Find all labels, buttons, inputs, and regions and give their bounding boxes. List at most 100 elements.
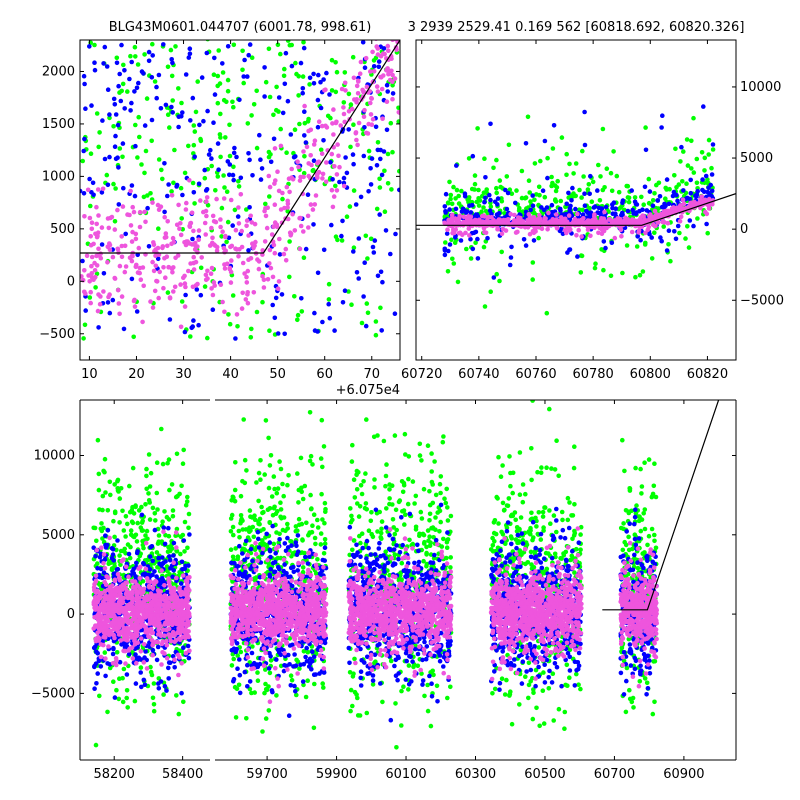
point-pink	[179, 598, 185, 603]
point-blue	[189, 325, 194, 331]
point-green	[302, 483, 308, 489]
point-pink	[315, 161, 320, 166]
point-blue	[507, 262, 513, 268]
point-blue	[98, 664, 104, 669]
point-blue	[351, 249, 356, 254]
point-green	[468, 256, 474, 261]
point-green	[652, 230, 657, 235]
point-green	[155, 507, 160, 512]
point-blue	[161, 525, 167, 530]
point-pink	[112, 276, 118, 281]
point-green	[174, 526, 180, 532]
point-blue	[531, 238, 537, 243]
point-green	[577, 187, 582, 193]
point-pink	[128, 188, 133, 194]
point-pink	[280, 190, 285, 196]
point-green	[148, 664, 153, 670]
point-pink	[164, 656, 170, 661]
point-green	[459, 188, 464, 194]
point-blue	[630, 207, 635, 213]
point-green	[128, 532, 134, 537]
point-pink	[445, 227, 450, 232]
point-green	[179, 299, 185, 304]
point-pink	[312, 138, 318, 143]
point-green	[146, 491, 151, 496]
point-blue	[595, 188, 600, 193]
point-green	[186, 511, 192, 517]
point-blue	[178, 581, 184, 586]
point-pink	[120, 631, 126, 636]
point-pink	[170, 602, 175, 607]
point-blue	[362, 65, 368, 70]
point-blue	[134, 309, 140, 314]
point-pink	[341, 105, 346, 110]
point-pink	[183, 207, 189, 212]
point-green	[634, 244, 640, 249]
point-green	[527, 190, 532, 195]
point-pink	[171, 289, 176, 294]
point-green	[683, 236, 688, 241]
point-green	[295, 317, 300, 323]
point-green	[111, 181, 116, 187]
point-pink	[127, 255, 133, 260]
point-blue	[523, 243, 529, 248]
point-blue	[92, 644, 98, 650]
point-pink	[357, 71, 363, 76]
point-blue	[136, 80, 141, 86]
point-green	[499, 198, 505, 204]
point-pink	[466, 226, 472, 231]
point-green	[193, 109, 199, 115]
point-pink	[211, 219, 217, 224]
point-pink	[374, 84, 380, 89]
point-green	[329, 88, 335, 93]
point-green	[136, 508, 142, 513]
point-green	[311, 512, 317, 517]
point-pink	[275, 286, 281, 292]
point-pink	[129, 258, 135, 264]
point-blue	[118, 98, 124, 104]
point-green	[218, 154, 223, 160]
point-pink	[237, 247, 242, 252]
point-pink	[105, 260, 110, 265]
point-blue	[247, 42, 253, 47]
point-green	[117, 553, 122, 558]
point-green	[694, 180, 700, 186]
point-pink	[515, 229, 520, 235]
point-green	[476, 187, 481, 193]
point-pink	[527, 231, 533, 237]
point-blue	[141, 677, 147, 683]
point-green	[192, 129, 198, 134]
point-pink	[138, 586, 143, 591]
point-blue	[282, 81, 288, 87]
point-blue	[380, 279, 385, 285]
point-green	[149, 138, 154, 144]
point-pink	[542, 215, 547, 221]
point-pink	[123, 264, 129, 269]
point-pink	[191, 267, 197, 272]
point-pink	[138, 636, 144, 641]
point-pink	[148, 299, 153, 304]
point-pink	[554, 212, 559, 217]
point-green	[271, 112, 276, 118]
point-pink	[147, 634, 152, 640]
point-pink	[176, 202, 181, 208]
point-pink	[607, 217, 613, 222]
point-green	[347, 204, 353, 209]
point-blue	[311, 222, 316, 227]
point-pink	[698, 205, 703, 211]
point-pink	[150, 305, 156, 310]
point-pink	[152, 616, 157, 621]
point-green	[221, 97, 227, 103]
point-blue	[565, 250, 570, 255]
point-green	[146, 498, 152, 503]
point-pink	[218, 224, 223, 230]
point-blue	[635, 234, 640, 239]
point-blue	[342, 288, 348, 294]
point-blue	[94, 649, 99, 655]
point-green	[227, 153, 233, 159]
point-pink	[154, 278, 159, 284]
point-blue	[542, 138, 548, 144]
point-green	[385, 151, 391, 157]
point-blue	[687, 218, 693, 223]
point-blue	[378, 269, 384, 275]
